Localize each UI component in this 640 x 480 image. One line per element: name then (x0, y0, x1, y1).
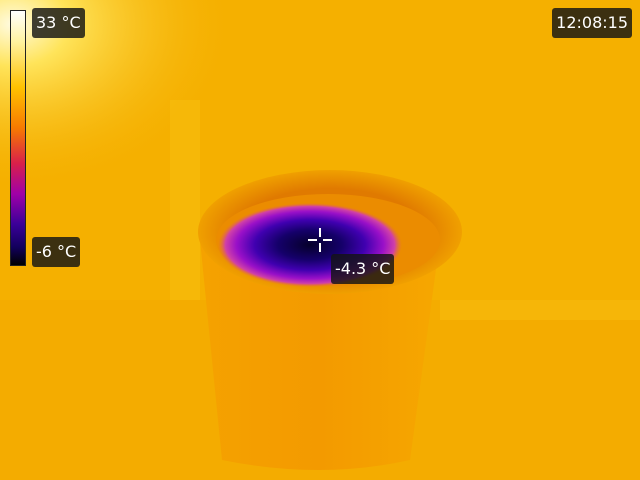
clock-label: 12:08:15 (552, 8, 632, 38)
temperature-scale-bar (10, 10, 26, 266)
spot-crosshair-icon (308, 228, 332, 252)
spot-temperature-label: -4.3 °C (331, 254, 395, 284)
scale-min-label: -6 °C (32, 237, 81, 267)
scale-max-label: 33 °C (32, 8, 85, 38)
